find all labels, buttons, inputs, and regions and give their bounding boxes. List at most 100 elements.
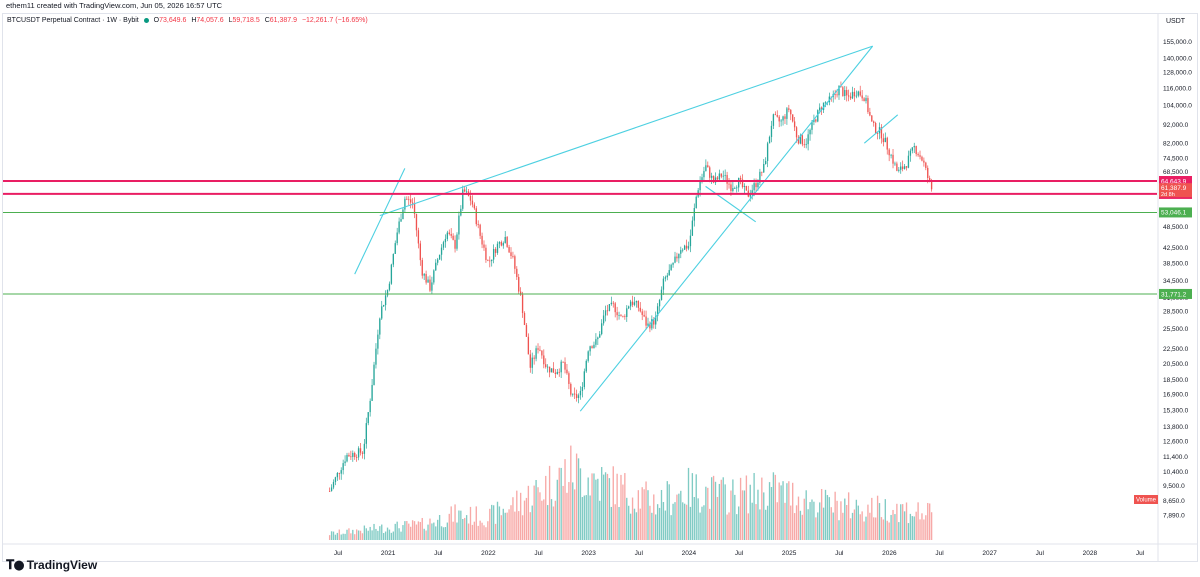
volume-bar — [519, 492, 522, 540]
candle-body — [724, 175, 726, 176]
candle-body — [776, 115, 778, 117]
volume-bar — [458, 510, 460, 540]
candle-body — [413, 203, 416, 215]
candle-body — [400, 219, 402, 222]
tradingview-logo[interactable]: 𝐓● TradingView — [6, 556, 97, 574]
volume-bar — [720, 479, 722, 540]
candle-body — [759, 171, 761, 183]
candle-body — [446, 232, 449, 239]
candle-body — [689, 235, 692, 247]
volume-bar — [523, 500, 526, 540]
candle-body — [678, 253, 680, 259]
candle-body — [396, 232, 398, 244]
volume-bar — [780, 485, 782, 540]
volume-bar — [901, 504, 904, 540]
volume-bar — [876, 495, 879, 540]
candle-body — [471, 200, 474, 205]
candle-body — [421, 260, 423, 276]
candle-body — [925, 162, 927, 168]
volume-bar — [836, 500, 838, 540]
candle-body — [477, 224, 479, 225]
candle-body — [867, 98, 869, 113]
volume-bar — [608, 478, 611, 540]
candle-body — [379, 318, 381, 335]
candle-body — [361, 452, 364, 454]
candle-body — [539, 349, 541, 351]
candle-body — [624, 316, 626, 318]
volume-bar — [819, 502, 821, 540]
y-tick-label: 68,500.0 — [1163, 169, 1189, 176]
candle-body — [840, 86, 842, 88]
volume-bar — [479, 520, 481, 540]
candle-body — [390, 264, 393, 284]
volume-bar — [782, 481, 784, 540]
candle-body — [660, 289, 663, 301]
candle-body — [649, 323, 651, 329]
volume-bar — [415, 524, 418, 540]
candle-body — [780, 120, 782, 122]
volume-bar — [930, 512, 933, 540]
candle-body — [381, 306, 383, 319]
candle-body — [772, 114, 775, 126]
volume-bar — [670, 515, 672, 540]
volume-bar — [859, 514, 861, 540]
candle-body — [452, 235, 454, 240]
volume-bar — [896, 503, 898, 540]
candle-body — [761, 171, 763, 173]
high-value: 74,057.6 — [196, 17, 224, 24]
symbol-name[interactable]: BTCUSDT Perpetual Contract · 1W · Bybit — [7, 17, 139, 24]
volume-bar — [502, 508, 504, 540]
volume-bar — [927, 502, 929, 540]
candle-body — [685, 245, 688, 249]
candle-body — [402, 209, 404, 220]
candle-body — [431, 282, 433, 291]
volume-bar — [354, 534, 356, 540]
volume-bar — [350, 533, 352, 540]
volume-bar — [587, 477, 589, 540]
volume-bar — [792, 482, 794, 540]
volume-bar — [635, 512, 638, 540]
trendline — [863, 114, 899, 144]
candle-body — [768, 136, 771, 144]
y-tick-label: 8,650.0 — [1163, 498, 1185, 505]
candle-body — [491, 259, 493, 262]
candle-body — [896, 163, 898, 171]
y-tick-label: 16,900.0 — [1163, 392, 1189, 399]
y-tick-label: 20,500.0 — [1163, 361, 1189, 368]
volume-bar — [913, 516, 915, 540]
y-tick-label: 116,000.0 — [1163, 85, 1192, 92]
volume-bar — [355, 529, 358, 540]
volume-bar — [483, 525, 485, 540]
candle-body — [440, 247, 443, 255]
candle-body — [874, 123, 877, 134]
close-value: 61,387.9 — [269, 17, 297, 24]
volume-bar — [602, 474, 605, 540]
candle-body — [919, 155, 921, 157]
volume-bar — [558, 467, 560, 540]
volume-bar — [793, 513, 796, 540]
volume-bar — [489, 508, 491, 540]
candle-body — [716, 177, 719, 180]
volume-bar — [867, 504, 869, 540]
volume-bar — [660, 489, 663, 540]
candle-body — [340, 470, 342, 474]
volume-bar — [788, 481, 790, 540]
x-tick-label: 2025 — [782, 550, 797, 557]
candle-body — [687, 246, 690, 249]
volume-bar — [521, 515, 524, 540]
y-tick-label: 104,000.0 — [1163, 103, 1192, 110]
y-tick-label: 92,000.0 — [1163, 122, 1189, 129]
volume-bar — [851, 512, 854, 540]
candle-body — [535, 348, 537, 359]
volume-bar — [703, 505, 705, 540]
candle-body — [819, 107, 821, 111]
volume-bar — [404, 521, 406, 540]
volume-bar — [604, 472, 607, 540]
candle-body — [504, 236, 506, 244]
trendline — [354, 168, 406, 275]
x-tick-label: Jul — [1136, 550, 1145, 557]
volume-bar — [475, 506, 477, 540]
volume-bar — [923, 519, 925, 540]
candle-body — [475, 208, 477, 225]
